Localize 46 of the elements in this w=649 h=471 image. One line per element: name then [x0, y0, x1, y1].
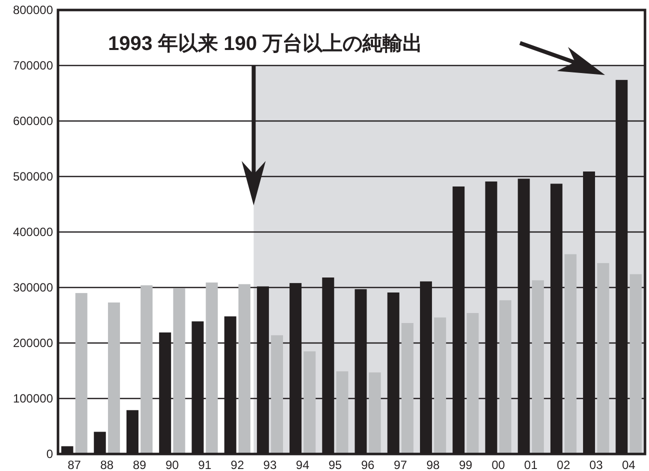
- x-tick-label: 99: [458, 458, 473, 471]
- y-tick-label: 700000: [12, 58, 54, 73]
- x-tick-label: 01: [524, 458, 538, 471]
- bar: [108, 302, 120, 454]
- bar: [597, 263, 610, 454]
- x-tick-label: 95: [328, 458, 342, 471]
- y-tick-label: 400000: [12, 225, 54, 240]
- bar: [238, 284, 250, 454]
- text: 1993 年以来 190 万台以上の純輸出: [108, 32, 423, 55]
- bar: [173, 288, 186, 454]
- bar: [532, 280, 544, 454]
- x-tick-label: 94: [296, 458, 310, 471]
- bar: [75, 293, 88, 454]
- y-tick-label: 300000: [12, 280, 54, 295]
- x-tick-label: 04: [622, 458, 636, 471]
- bar: [336, 371, 348, 454]
- bar: [564, 254, 577, 454]
- bar: [206, 282, 218, 454]
- x-tick-label: 92: [230, 458, 244, 471]
- bar: [304, 351, 316, 454]
- y-tick-label: 600000: [12, 114, 54, 128]
- y-tick-label: 0: [46, 447, 54, 462]
- bar: [140, 285, 153, 454]
- bar: [368, 372, 381, 454]
- x-tick-label: 91: [198, 458, 212, 471]
- y-tick-label: 500000: [12, 170, 54, 184]
- x-tick-label: 02: [556, 458, 570, 471]
- bar: [434, 317, 446, 454]
- bar: [499, 300, 512, 454]
- x-tick-label: 96: [361, 458, 375, 471]
- x-tick-label: 89: [132, 458, 147, 471]
- x-tick-label: 97: [394, 458, 408, 471]
- x-tick-label: 03: [589, 458, 604, 471]
- x-tick-label: 98: [426, 458, 440, 471]
- bar: [401, 323, 414, 454]
- bar: [630, 274, 642, 454]
- y-tick-label: 200000: [12, 336, 54, 350]
- bar: [466, 313, 479, 454]
- x-tick-label: 00: [492, 458, 506, 471]
- x-tick-label: 93: [263, 458, 277, 471]
- x-tick-label: 88: [100, 458, 114, 471]
- x-tick-label: 90: [165, 458, 180, 471]
- bar: [271, 335, 284, 454]
- x-tick-label: 87: [68, 458, 82, 471]
- y-tick-label: 100000: [12, 392, 54, 406]
- y-tick-label: 800000: [12, 3, 54, 18]
